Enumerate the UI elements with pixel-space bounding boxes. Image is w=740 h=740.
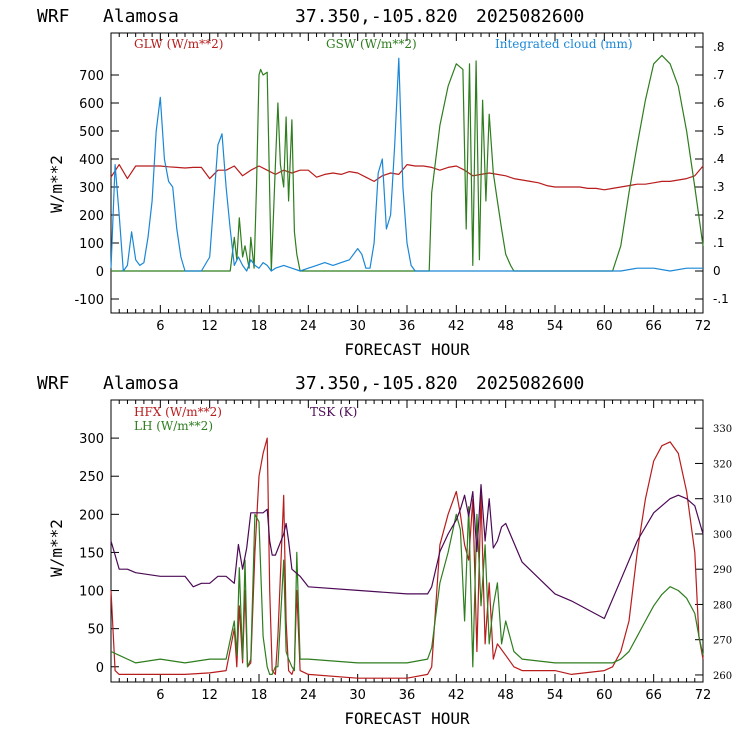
y2-tick-label: 280: [713, 600, 732, 611]
x-tick-label: 54: [547, 688, 564, 703]
y2-tick-label: 260: [713, 671, 732, 682]
y2-tick-label: .4: [713, 152, 724, 166]
x-tick-label: 6: [156, 688, 164, 703]
y2-tick-label: 310: [713, 495, 732, 506]
y2-tick-label: -.1: [713, 292, 729, 306]
panel2-x-axis-label: FORECAST HOUR: [344, 709, 470, 728]
panel1-left-ticks: -100 0 100 200 300 400 500 600 700: [74, 69, 119, 308]
panel2-series: [110, 437, 704, 679]
cloud-line: [110, 57, 703, 272]
x-tick-label: 42: [448, 688, 465, 703]
panel1-right-ticks: -.1 0 .1 .2 .3 .4 .5 .6 .7 .8: [695, 40, 729, 306]
panel1-x-ticks: 6 12 18 24 30 36 42 48 54 60 66 72: [118, 33, 712, 334]
x-tick-label: 66: [645, 688, 662, 703]
x-tick-label: 12: [201, 319, 218, 334]
x-tick-label: 30: [349, 688, 366, 703]
panel1-series: [110, 54, 704, 272]
x-tick-label: 72: [695, 319, 712, 334]
y2-tick-label: .1: [713, 236, 724, 250]
panel2-legend-tsk: TSK (K): [310, 405, 357, 419]
x-tick-label: 54: [547, 319, 564, 334]
y-tick-label: 700: [79, 69, 104, 84]
panel2-legend-lh: LH (W/m**2): [134, 419, 213, 433]
y2-tick-label: 290: [713, 565, 732, 576]
x-tick-label: 18: [251, 688, 268, 703]
panel2-y-axis-label: W/m**2: [47, 519, 66, 577]
panel2-left-ticks: 0 50 100 150 200 250 300: [79, 432, 119, 676]
lh-line: [110, 506, 704, 675]
x-tick-label: 12: [201, 688, 218, 703]
y2-tick-label: .3: [713, 180, 724, 194]
y-tick-label: 300: [79, 181, 104, 196]
panel2-legend-hfx: HFX (W/m**2): [134, 405, 222, 419]
y-tick-label: 0: [96, 265, 104, 280]
panel1-legend-glw: GLW (W/m**2): [134, 37, 223, 51]
x-tick-label: 60: [596, 319, 613, 334]
tsk-line: [110, 484, 704, 620]
y-tick-label: 400: [79, 153, 104, 168]
panel1-header-coords: 37.350,-105.820: [295, 6, 458, 27]
x-tick-label: 60: [596, 688, 613, 703]
y-tick-label: 50: [87, 623, 104, 638]
panel1-legend-cloud: Integrated cloud (mm): [495, 37, 633, 51]
y-tick-label: 250: [79, 470, 104, 485]
x-tick-label: 66: [645, 319, 662, 334]
panel2-header-date: 2025082600: [476, 373, 584, 394]
y-tick-label: 500: [79, 125, 104, 140]
panel1-y-axis-label: W/m**2: [47, 155, 66, 213]
y2-tick-label: .5: [713, 124, 724, 138]
y-tick-label: 200: [79, 508, 104, 523]
x-tick-label: 36: [399, 688, 416, 703]
y-tick-label: 600: [79, 97, 104, 112]
panel2-x-ticks: 6 12 18 24 30 36 42 48 54 60 66 72: [118, 400, 712, 703]
x-tick-label: 24: [300, 319, 317, 334]
panel2-right-ticks: 260 270 280 290 300 310 320 330: [695, 424, 732, 682]
y-tick-label: 100: [79, 237, 104, 252]
x-tick-label: 42: [448, 319, 465, 334]
panel1-header-site: Alamosa: [103, 6, 179, 27]
x-tick-label: 6: [156, 319, 164, 334]
panel2-header-coords: 37.350,-105.820: [295, 373, 458, 394]
panel2-plot-frame: [110, 399, 704, 683]
y2-tick-label: .7: [713, 68, 724, 82]
x-tick-label: 30: [349, 319, 366, 334]
y-tick-label: 100: [79, 585, 104, 600]
x-tick-label: 24: [300, 688, 317, 703]
y2-tick-label: 300: [713, 530, 732, 541]
y-tick-label: 200: [79, 209, 104, 224]
y-tick-label: -100: [74, 293, 104, 308]
hfx-line: [110, 437, 704, 679]
x-tick-label: 72: [695, 688, 712, 703]
y2-tick-label: 270: [713, 636, 732, 647]
y-tick-label: 150: [79, 546, 104, 561]
y2-tick-label: 0: [713, 264, 721, 278]
x-tick-label: 36: [399, 319, 416, 334]
x-tick-label: 48: [497, 319, 514, 334]
x-tick-label: 18: [251, 319, 268, 334]
y2-tick-label: .6: [713, 96, 724, 110]
panel1-header-date: 2025082600: [476, 6, 584, 27]
panel2-header-site: Alamosa: [103, 373, 179, 394]
panel2-header-model: WRF: [37, 373, 70, 394]
y-tick-label: 0: [96, 661, 104, 676]
y-tick-label: 300: [79, 432, 104, 447]
y2-tick-label: .2: [713, 208, 724, 222]
y2-tick-label: 320: [713, 459, 732, 470]
panel1-x-axis-label: FORECAST HOUR: [344, 340, 470, 359]
panel1-legend-gsw: GSW (W/m**2): [326, 37, 417, 51]
panel1-header-model: WRF: [37, 6, 70, 27]
x-tick-label: 48: [497, 688, 514, 703]
glw-line: [110, 164, 704, 191]
gsw-line: [111, 54, 704, 272]
y2-tick-label: .8: [713, 40, 724, 54]
y2-tick-label: 330: [713, 424, 732, 435]
